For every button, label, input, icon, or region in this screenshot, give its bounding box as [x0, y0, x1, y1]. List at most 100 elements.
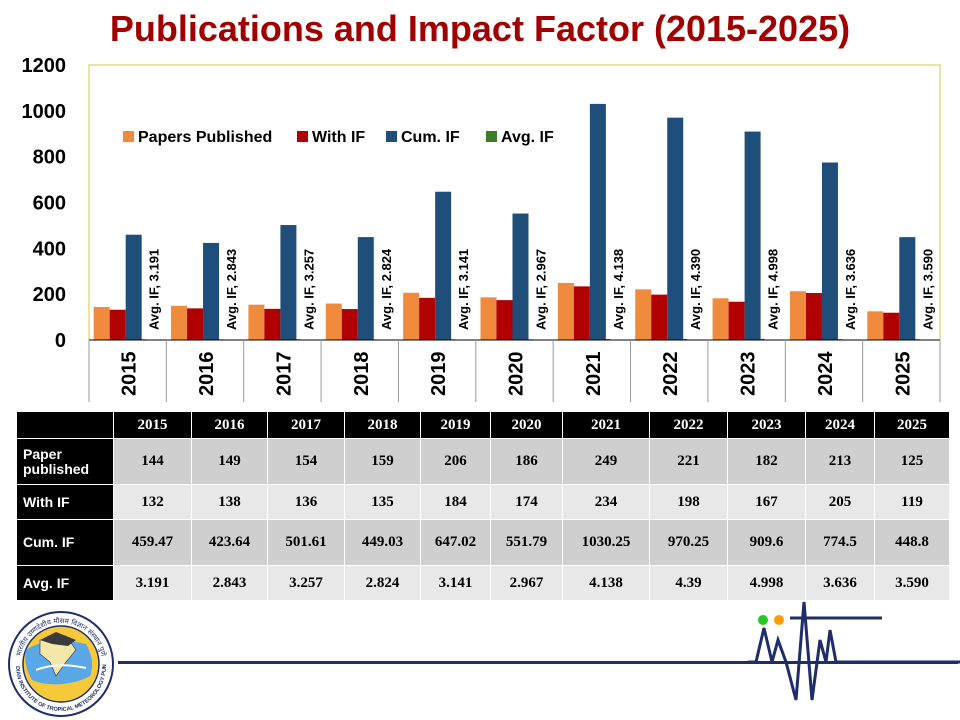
data-label: Avg. IF, 3.257 [301, 249, 316, 330]
table-cell: 2.824 [344, 565, 421, 601]
table-year-header: 2023 [727, 411, 806, 439]
table-year-header: 2018 [344, 411, 421, 439]
table-year-header: 2022 [649, 411, 728, 439]
bar-papers-published [635, 289, 652, 340]
table-year-header: 2020 [490, 411, 563, 439]
bar-with-if [728, 301, 745, 340]
y-tick-label: 0 [55, 330, 66, 352]
table-cell: 198 [649, 484, 728, 520]
bar-with-if [264, 308, 281, 340]
bar-papers-published [248, 304, 265, 340]
data-label: Avg. IF, 3.191 [147, 249, 162, 330]
data-label: Avg. IF, 2.967 [534, 249, 549, 330]
footer-divider [118, 661, 958, 664]
y-tick-label: 200 [33, 284, 66, 306]
table-row: Paper published 144 149 154 159 206 186 249 221 1… [16, 438, 950, 485]
bar-with-if [187, 308, 204, 340]
bar-cum-if [125, 234, 142, 340]
green-dot [758, 615, 768, 625]
data-label: Avg. IF, 4.998 [766, 249, 781, 330]
bar-papers-published [867, 311, 884, 340]
data-label: Avg. IF, 4.138 [611, 249, 626, 330]
data-label: Avg. IF, 3.141 [456, 249, 471, 330]
table-cell: 174 [490, 484, 563, 520]
bar-cum-if [899, 237, 916, 340]
x-tick-label: 2019 [428, 352, 450, 397]
legend-label: Cum. IF [401, 129, 460, 146]
table-cell: 551.79 [490, 519, 563, 566]
bar-cum-if [667, 117, 684, 341]
bar-with-if [496, 300, 513, 340]
x-tick-label: 2025 [892, 352, 914, 397]
table-cell: 4.39 [649, 565, 728, 601]
bar-papers-published [712, 298, 729, 340]
bar-cum-if [435, 191, 452, 340]
table-cell: 423.64 [191, 519, 268, 566]
y-tick-label: 1200 [22, 55, 67, 77]
bar-with-if [883, 312, 900, 340]
table-cell: 4.998 [727, 565, 806, 601]
x-tick-label: 2020 [506, 352, 528, 397]
table-cell: 125 [874, 438, 950, 485]
table-cell: 234 [562, 484, 650, 520]
bar-papers-published [480, 297, 497, 340]
bar-with-if [573, 286, 590, 340]
table-year-header: 2017 [267, 411, 345, 439]
table-row: Avg. IF 3.191 2.843 3.257 2.824 3.141 2.967 4.1… [16, 565, 950, 601]
table-cell: 206 [420, 438, 491, 485]
x-tick-label: 2022 [660, 352, 682, 397]
table-year-header: 2024 [805, 411, 875, 439]
legend-swatch [123, 131, 134, 142]
table-cell: 3.590 [874, 565, 950, 601]
table-year-header: 2021 [562, 411, 650, 439]
bar-with-if [341, 309, 358, 340]
x-axis: 2015 2016 2017 2018 2019 2020 2021 2022 2023 2024… [88, 339, 941, 402]
legend-label: With IF [312, 129, 365, 146]
y-tick-label: 1000 [22, 101, 67, 123]
table-cell: 3.141 [420, 565, 491, 601]
table-row-label: Avg. IF [16, 565, 114, 601]
bar-papers-published [325, 303, 342, 340]
table-cell: 1030.25 [562, 519, 650, 566]
table-cell: 154 [267, 438, 345, 485]
bar-cum-if [280, 225, 297, 340]
table-cell: 136 [267, 484, 345, 520]
x-tick-label: 2018 [351, 352, 373, 397]
y-tick-label: 600 [33, 193, 66, 215]
table-cell: 774.5 [805, 519, 875, 566]
bar-with-if [419, 297, 436, 340]
table-cell: 3.191 [113, 565, 192, 601]
data-label: Avg. IF, 3.590 [920, 249, 935, 330]
bar-cum-if [821, 162, 838, 340]
legend: Papers Published With IF Cum. IF Avg. IF [123, 129, 554, 146]
page-title: Publications and Impact Factor (2015-202… [109, 8, 851, 49]
data-label: Avg. IF, 2.824 [379, 248, 394, 330]
x-tick-label: 2017 [273, 352, 295, 397]
bar-with-if [651, 294, 668, 340]
bar-cum-if [203, 242, 220, 340]
y-axis: 0 200 400 600 800 1000 1200 [22, 55, 67, 352]
x-tick-label: 2016 [196, 352, 218, 397]
x-tick-label: 2015 [119, 352, 141, 397]
x-tick-label: 2024 [815, 351, 837, 396]
table-corner [16, 411, 114, 439]
table-cell: 501.61 [267, 519, 345, 566]
table-cell: 167 [727, 484, 806, 520]
bar-papers-published [93, 307, 110, 340]
table-cell: 221 [649, 438, 728, 485]
table-year-header: 2019 [420, 411, 491, 439]
y-tick-label: 800 [33, 147, 66, 169]
bar-with-if [805, 293, 822, 340]
table-year-header: 2015 [113, 411, 192, 439]
table-cell: 182 [727, 438, 806, 485]
table-cell: 132 [113, 484, 192, 520]
y-tick-label: 400 [33, 238, 66, 260]
heartbeat-graphic [748, 601, 960, 701]
bar-cum-if [589, 103, 606, 340]
table-row: Cum. IF 459.47 423.64 501.61 449.03 647.02 551… [16, 519, 950, 566]
table-row-label: Cum. IF [16, 519, 114, 566]
data-label: Avg. IF, 3.636 [843, 249, 858, 330]
table-cell: 3.636 [805, 565, 875, 601]
table-cell: 2.843 [191, 565, 268, 601]
bar-with-if [109, 309, 126, 340]
